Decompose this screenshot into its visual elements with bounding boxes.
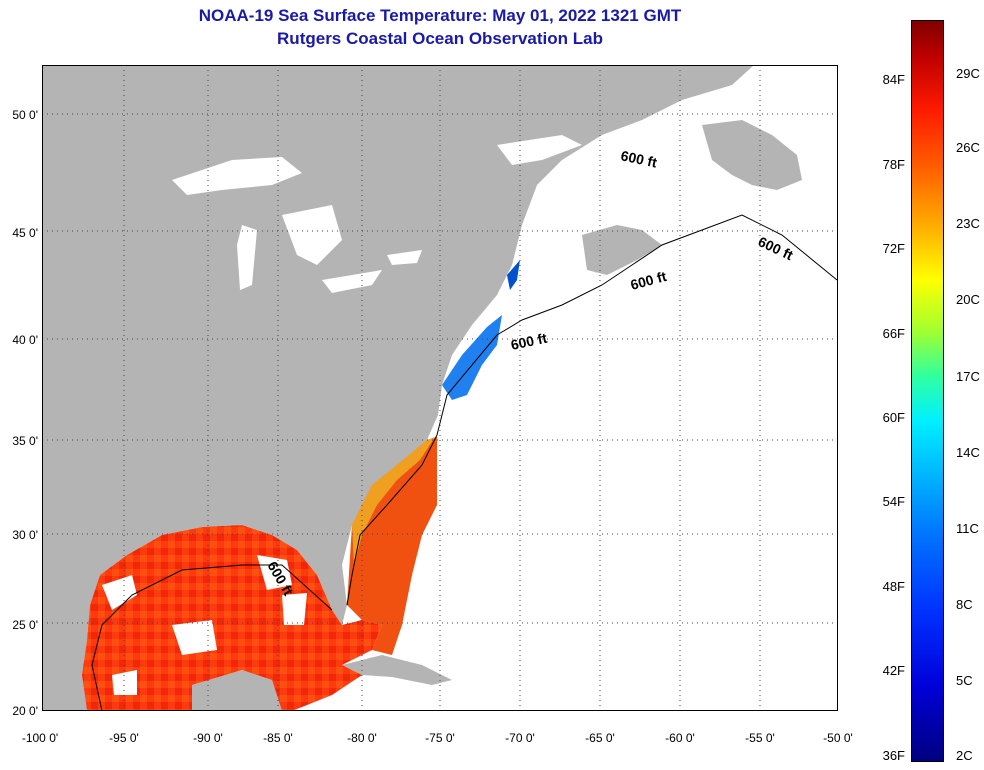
lat-label-40: 40 0' [12, 333, 38, 347]
lat-label-45: 45 0' [12, 226, 38, 240]
great-lakes [172, 135, 582, 293]
c-label-11: 11C [956, 521, 979, 536]
c-label-17: 17C [956, 369, 980, 384]
f-label-36: 36F [882, 748, 905, 763]
nova-scotia-land [582, 225, 662, 275]
lat-label-20: 20 0' [12, 704, 38, 718]
lon-label--55: -55 0' [745, 731, 775, 745]
yucatan-land [192, 670, 282, 711]
f-label-66: 66F [882, 326, 905, 341]
c-label-2: 2C [956, 748, 973, 763]
f-label-72: 72F [882, 241, 905, 256]
gulf-of-mexico-sst [82, 525, 382, 711]
c-label-29: 29C [956, 66, 980, 81]
map-frame [42, 65, 838, 711]
lon-label--80: -80 0' [347, 731, 377, 745]
lon-label--60: -60 0' [665, 731, 695, 745]
lon-label--95: -95 0' [109, 731, 139, 745]
f-label-60: 60F [882, 410, 905, 425]
newfoundland-land [702, 120, 802, 190]
isobath-label-4: 600 ft [509, 330, 548, 353]
title-line-1: NOAA-19 Sea Surface Temperature: May 01,… [198, 6, 682, 25]
c-label-20: 20C [956, 292, 980, 307]
north-america-land [42, 65, 754, 711]
lon-label--65: -65 0' [585, 731, 615, 745]
f-label-54: 54F [882, 494, 905, 509]
temperature-colorbar [911, 20, 944, 762]
lat-label-30: 30 0' [12, 528, 38, 542]
f-label-78: 78F [882, 157, 905, 172]
title-line-2: Rutgers Coastal Ocean Observation Lab [277, 29, 603, 48]
f-label-48: 48F [882, 579, 905, 594]
lon-label--85: -85 0' [263, 731, 293, 745]
lon-label--70: -70 0' [505, 731, 535, 745]
c-label-5: 5C [956, 673, 973, 688]
lon-label--75: -75 0' [425, 731, 455, 745]
mid-atlantic-sst [442, 315, 502, 400]
cuba-land [342, 655, 452, 685]
c-label-26: 26C [956, 140, 980, 155]
lon-label--100: -100 0' [21, 731, 59, 745]
lat-label-35: 35 0' [12, 434, 38, 448]
gulf-st-lawrence [597, 145, 702, 195]
gulf-of-maine-sst [507, 260, 520, 290]
lat-label-25: 25 0' [12, 618, 38, 632]
f-label-84: 84F [882, 72, 905, 87]
lat-label-50: 50 0' [12, 108, 38, 122]
sst-map: 600 ft 600 ft 600 ft 600 ft 600 ft [42, 65, 838, 711]
c-label-14: 14C [956, 445, 980, 460]
f-label-42: 42F [882, 663, 905, 678]
cloud-cover [102, 555, 307, 695]
carolina-shelf-sst [352, 437, 435, 565]
isobath-label-1: 600 ft [619, 147, 658, 170]
isobath-600ft [91, 214, 838, 711]
c-label-23: 23C [956, 216, 980, 231]
lon-label--50: -50 0' [823, 731, 853, 745]
c-label-8: 8C [956, 597, 973, 612]
lon-label--90: -90 0' [193, 731, 223, 745]
